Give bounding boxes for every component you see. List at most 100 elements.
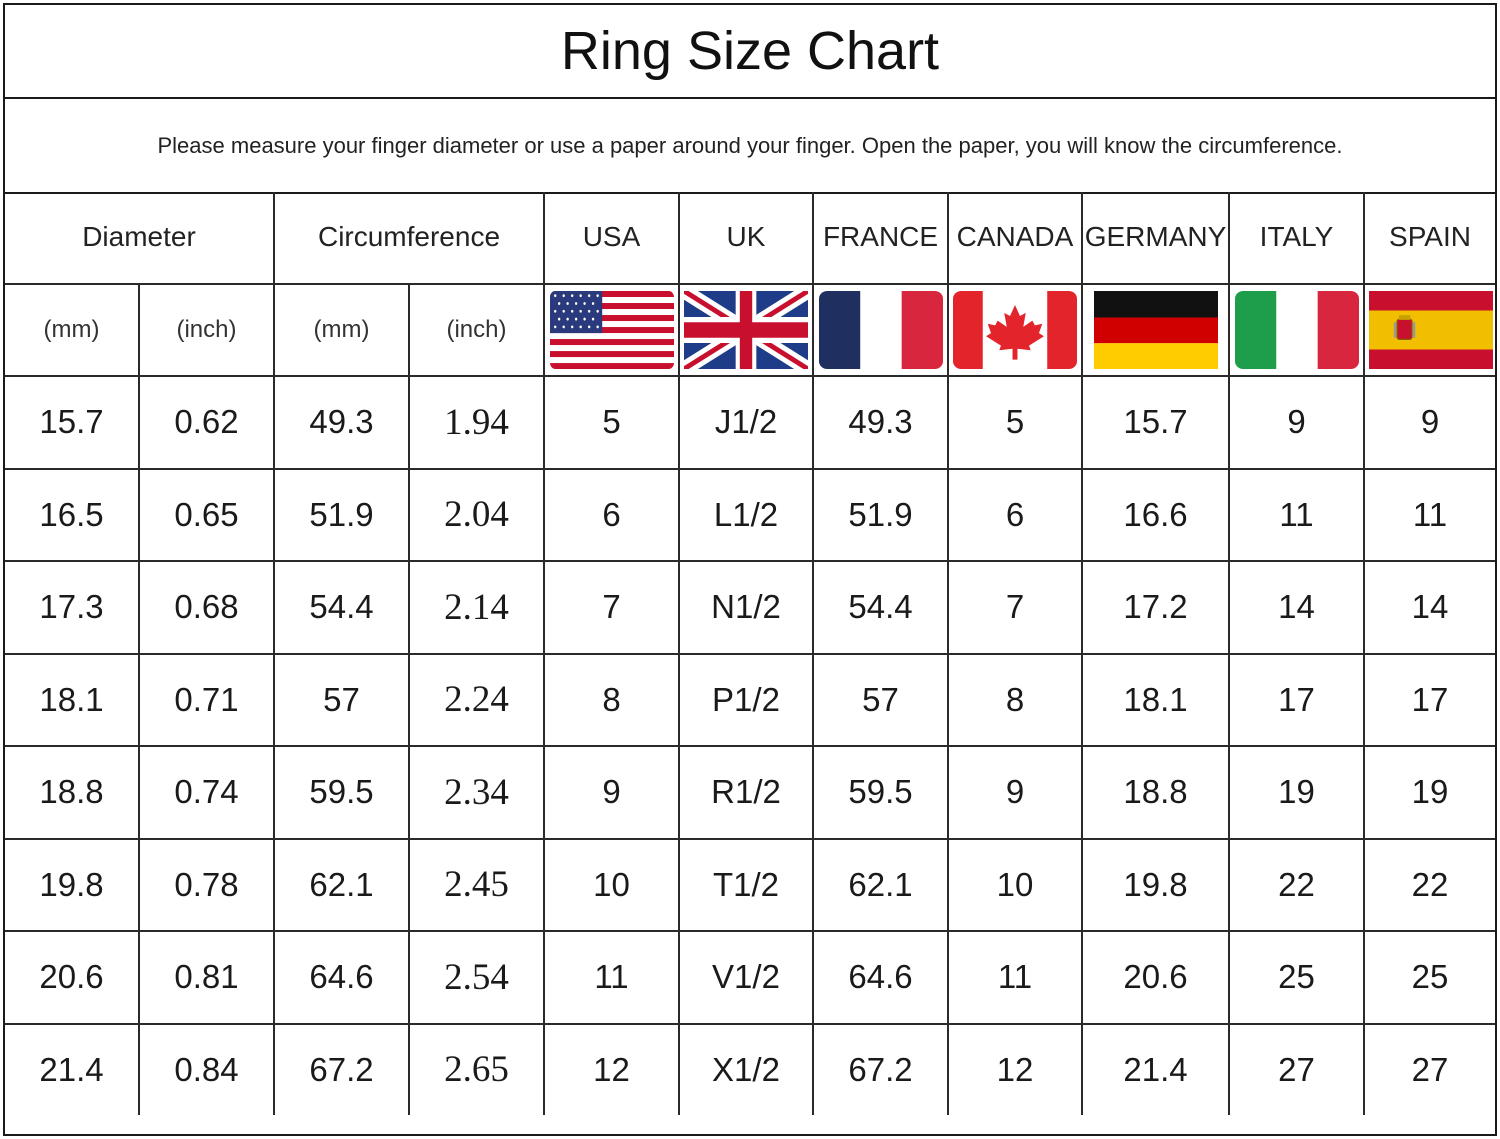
france-cell: 49.3	[812, 375, 949, 470]
uk-cell: N1/2	[678, 560, 814, 655]
circumference-inch-unit: (inch)	[408, 282, 545, 377]
canada-cell: 9	[947, 745, 1083, 840]
circumference-mm-cell: 49.3	[273, 375, 410, 470]
table-row: 20.6 0.81 64.6 2.54 11 V1/2 64.6 11 20.6 25 25	[5, 930, 1495, 1025]
spain-flag-cell	[1363, 282, 1495, 377]
france-cell: 54.4	[812, 560, 949, 655]
circumference-mm-unit: (mm)	[273, 282, 410, 377]
diameter-header: Diameter	[5, 192, 275, 285]
usa-flag-icon	[549, 290, 674, 369]
table-row: 18.8 0.74 59.5 2.34 9 R1/2 59.5 9 18.8 19 19	[5, 745, 1495, 840]
title-row: Ring Size Chart	[5, 5, 1495, 99]
france-cell: 67.2	[812, 1022, 949, 1115]
circumference-inch-cell: 2.45	[408, 837, 545, 932]
usa-cell: 10	[543, 837, 680, 932]
uk-cell: T1/2	[678, 837, 814, 932]
germany-flag-cell	[1081, 282, 1230, 377]
spain-cell: 11	[1363, 467, 1495, 562]
spain-cell: 22	[1363, 837, 1495, 932]
italy-cell: 25	[1228, 930, 1365, 1025]
usa-cell: 8	[543, 652, 680, 747]
canada-cell: 10	[947, 837, 1083, 932]
spain-cell: 27	[1363, 1022, 1495, 1115]
diameter-mm-unit: (mm)	[5, 282, 140, 377]
size-table: Diameter Circumference USA UK FRANCE CAN…	[5, 192, 1495, 1115]
canada-flag-cell	[947, 282, 1083, 377]
germany-cell: 18.8	[1081, 745, 1230, 840]
diameter-mm-cell: 20.6	[5, 930, 140, 1025]
circumference-inch-cell: 2.54	[408, 930, 545, 1025]
table-row: 19.8 0.78 62.1 2.45 10 T1/2 62.1 10 19.8 22 22	[5, 837, 1495, 932]
canada-cell: 12	[947, 1022, 1083, 1115]
italy-cell: 9	[1228, 375, 1365, 470]
uk-cell: P1/2	[678, 652, 814, 747]
uk-flag-cell	[678, 282, 814, 377]
diameter-inch-cell: 0.62	[138, 375, 275, 470]
diameter-mm-cell: 16.5	[5, 467, 140, 562]
diameter-mm-cell: 17.3	[5, 560, 140, 655]
circumference-inch-cell: 2.65	[408, 1022, 545, 1115]
usa-cell: 12	[543, 1022, 680, 1115]
italy-flag-cell	[1228, 282, 1365, 377]
uk-header: UK	[678, 192, 814, 285]
canada-cell: 6	[947, 467, 1083, 562]
usa-header: USA	[543, 192, 680, 285]
france-cell: 59.5	[812, 745, 949, 840]
italy-cell: 17	[1228, 652, 1365, 747]
uk-cell: R1/2	[678, 745, 814, 840]
table-row: 18.1 0.71 57 2.24 8 P1/2 57 8 18.1 17 17	[5, 652, 1495, 747]
usa-cell: 7	[543, 560, 680, 655]
canada-cell: 11	[947, 930, 1083, 1025]
italy-cell: 19	[1228, 745, 1365, 840]
circumference-inch-cell: 2.34	[408, 745, 545, 840]
circumference-mm-cell: 62.1	[273, 837, 410, 932]
france-flag-cell	[812, 282, 949, 377]
germany-cell: 16.6	[1081, 467, 1230, 562]
france-cell: 57	[812, 652, 949, 747]
diameter-mm-cell: 21.4	[5, 1022, 140, 1115]
circumference-inch-cell: 2.04	[408, 467, 545, 562]
spain-cell: 17	[1363, 652, 1495, 747]
table-row: 21.4 0.84 67.2 2.65 12 X1/2 67.2 12 21.4 27 27	[5, 1022, 1495, 1115]
diameter-mm-cell: 18.8	[5, 745, 140, 840]
diameter-inch-cell: 0.68	[138, 560, 275, 655]
italy-header: ITALY	[1228, 192, 1365, 285]
italy-flag-icon	[1234, 290, 1359, 369]
canada-cell: 7	[947, 560, 1083, 655]
diameter-inch-cell: 0.84	[138, 1022, 275, 1115]
ring-size-chart: Ring Size Chart Please measure your fing…	[3, 3, 1497, 1136]
circumference-mm-cell: 67.2	[273, 1022, 410, 1115]
canada-cell: 5	[947, 375, 1083, 470]
italy-cell: 27	[1228, 1022, 1365, 1115]
italy-cell: 22	[1228, 837, 1365, 932]
italy-cell: 14	[1228, 560, 1365, 655]
circumference-mm-cell: 51.9	[273, 467, 410, 562]
circumference-inch-cell: 1.94	[408, 375, 545, 470]
circumference-mm-cell: 54.4	[273, 560, 410, 655]
circumference-mm-cell: 57	[273, 652, 410, 747]
spain-cell: 9	[1363, 375, 1495, 470]
canada-header: CANADA	[947, 192, 1083, 285]
usa-cell: 11	[543, 930, 680, 1025]
germany-flag-icon	[1093, 290, 1218, 369]
france-flag-icon	[818, 290, 943, 369]
france-header: FRANCE	[812, 192, 949, 285]
canada-cell: 8	[947, 652, 1083, 747]
uk-cell: X1/2	[678, 1022, 814, 1115]
circumference-mm-cell: 64.6	[273, 930, 410, 1025]
germany-cell: 21.4	[1081, 1022, 1230, 1115]
germany-cell: 15.7	[1081, 375, 1230, 470]
canada-flag-icon	[953, 290, 1077, 369]
circumference-header: Circumference	[273, 192, 545, 285]
germany-cell: 18.1	[1081, 652, 1230, 747]
france-cell: 51.9	[812, 467, 949, 562]
instruction-text: Please measure your finger diameter or u…	[157, 132, 1343, 158]
uk-cell: J1/2	[678, 375, 814, 470]
usa-cell: 9	[543, 745, 680, 840]
diameter-mm-cell: 18.1	[5, 652, 140, 747]
spain-cell: 25	[1363, 930, 1495, 1025]
circumference-inch-cell: 2.24	[408, 652, 545, 747]
diameter-mm-cell: 19.8	[5, 837, 140, 932]
circumference-inch-cell: 2.14	[408, 560, 545, 655]
header-row: Diameter Circumference USA UK FRANCE CAN…	[5, 192, 1495, 285]
